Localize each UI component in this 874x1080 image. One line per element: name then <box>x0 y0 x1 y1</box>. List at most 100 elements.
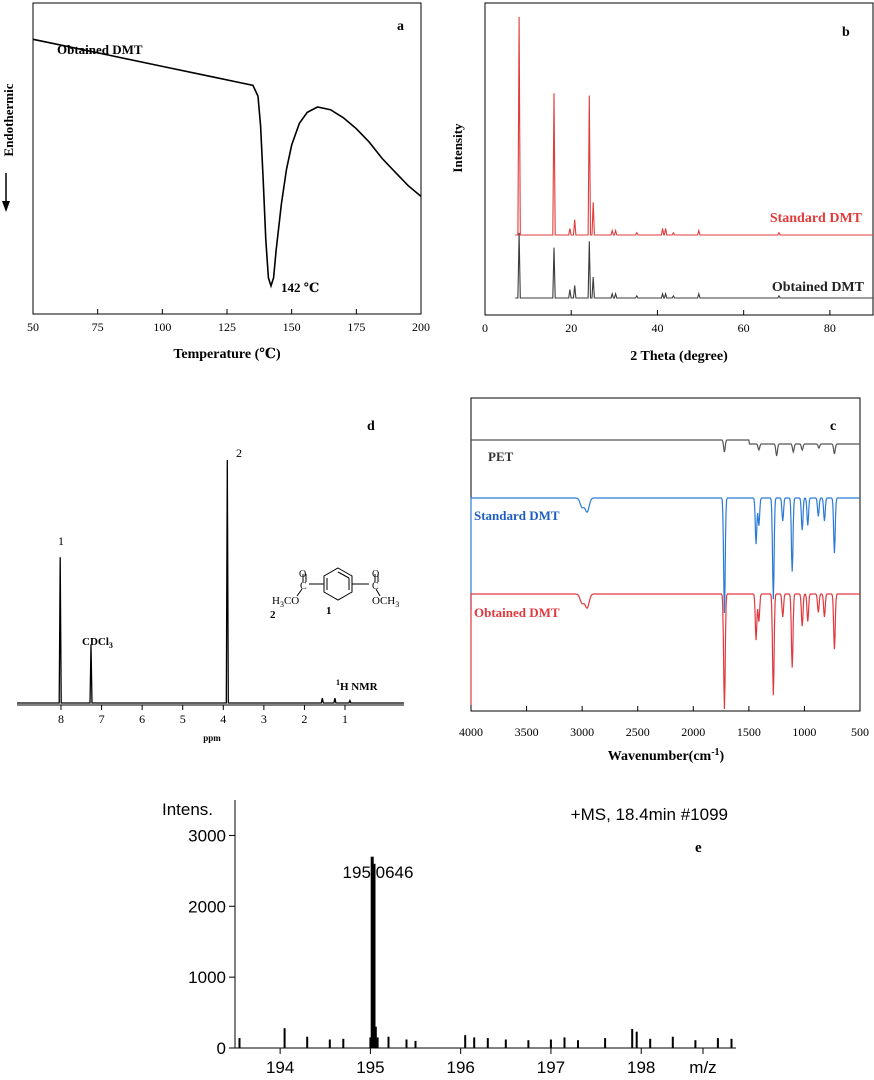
nmr-x-tick-label: 5 <box>180 712 186 726</box>
ftir-obtained-label: Obtained DMT <box>474 605 560 620</box>
dsc-panel-letter: a <box>397 19 404 34</box>
ms-peak-bar <box>649 1038 652 1048</box>
ms-x-tick-label: 198 <box>627 1058 655 1077</box>
nmr-x-tick-label: 1 <box>342 712 348 726</box>
dmt-label-1: 1 <box>326 605 332 617</box>
dsc-x-tick-label: 200 <box>412 320 430 334</box>
ms-peak-bar <box>387 1036 390 1048</box>
dsc-x-tick-label: 100 <box>153 320 171 334</box>
ms-peak-bar <box>376 1037 379 1048</box>
dsc-peak-annotation: 142 ℃ <box>281 280 319 295</box>
ms-x-tick-label: 195 <box>356 1058 384 1077</box>
ms-peak-bar <box>527 1040 530 1048</box>
ms-peak-bar <box>342 1038 345 1048</box>
ms-peak-bar <box>504 1039 507 1048</box>
ms-y-tick-label: 2000 <box>188 897 226 916</box>
ms-peak-bar <box>473 1037 476 1048</box>
dmt-left-methoxy: H3CO <box>272 595 299 609</box>
ftir-panel-letter: c <box>830 419 836 434</box>
ms-x-tick-label: 194 <box>266 1058 294 1077</box>
xrd-standard-series <box>515 16 873 236</box>
xrd-x-tick-label: 60 <box>738 321 750 335</box>
dsc-y-axis-label: Endothermic <box>1 83 16 156</box>
ms-peak-bar <box>563 1037 566 1048</box>
nmr-x-tick-label: 2 <box>301 712 307 726</box>
xrd-obtained-series <box>515 232 873 299</box>
xrd-x-tick-label: 80 <box>824 321 836 335</box>
ms-peak-annotation: 195.0646 <box>343 863 414 882</box>
ms-acquisition-label: +MS, 18.4min #1099 <box>571 805 728 824</box>
dmt-oxygen-left: O <box>299 569 306 580</box>
xrd-plot-frame <box>484 2 874 316</box>
ms-y-tick-label: 1000 <box>188 968 226 987</box>
xrd-obtained-label: Obtained DMT <box>772 280 865 295</box>
ftir-obtained-series <box>470 593 860 710</box>
ftir-pet-label: PET <box>488 449 514 464</box>
ms-peak-bar <box>716 1038 719 1048</box>
ms-peak-bar <box>486 1038 489 1048</box>
ftir-x-tick-label: 1000 <box>792 725 816 739</box>
nmr-x-tick-label: 7 <box>99 712 105 726</box>
ms-y-tick-label: 3000 <box>188 826 226 845</box>
ms-peak-bar <box>238 1038 241 1048</box>
xrd-standard-label: Standard DMT <box>770 211 863 226</box>
ftir-x-tick-label: 500 <box>851 725 869 739</box>
ms-peak-bar <box>414 1040 417 1048</box>
endothermic-arrowhead-icon <box>2 201 10 212</box>
dsc-x-tick-label: 175 <box>347 320 365 334</box>
ms-peak-bar <box>549 1039 552 1048</box>
ms-peak-bar <box>671 1036 674 1048</box>
nmr-x-tick-label: 8 <box>58 712 64 726</box>
dsc-x-axis-label: Temperature (℃) <box>173 347 281 362</box>
dmt-label-2: 2 <box>270 609 276 621</box>
dmt-oxygen-right: O <box>372 569 379 580</box>
ms-y-axis-label: Intens. <box>162 800 213 819</box>
nmr-peak-label-2: 2 <box>236 446 242 460</box>
nmr-solvent-label: CDCl3 <box>82 636 113 650</box>
ftir-standard-label: Standard DMT <box>474 508 560 523</box>
ms-peak-bar <box>635 1031 638 1048</box>
xrd-y-axis-label: Intensity <box>450 123 465 173</box>
ms-x-tick-label: m/z <box>689 1058 716 1077</box>
ms-peak-bar <box>694 1040 697 1048</box>
ftir-plot-frame <box>470 397 861 712</box>
ftir-x-tick-label: 3500 <box>515 725 539 739</box>
xrd-x-tick-label: 20 <box>565 321 577 335</box>
ftir-standard-series <box>470 497 860 614</box>
ms-peak-bar <box>604 1038 607 1048</box>
nmr-x-tick-label: 3 <box>261 712 267 726</box>
nmr-x-axis-label: ppm <box>203 733 221 743</box>
ms-peak-bar <box>577 1040 579 1048</box>
nmr-method-label: 1H NMR <box>336 678 379 693</box>
dmt-carbon-right: C <box>372 581 379 592</box>
ms-panel-letter: e <box>695 840 702 856</box>
nmr-x-tick-label: 4 <box>220 712 226 726</box>
ms-peak-bar <box>372 863 376 1048</box>
ftir-x-tick-label: 3000 <box>570 725 594 739</box>
ms-peak-bar <box>730 1038 733 1048</box>
nmr-spectrum <box>17 459 404 704</box>
dmt-structure-icon <box>296 567 381 601</box>
xrd-x-tick-label: 0 <box>482 321 488 335</box>
ms-x-tick-label: 196 <box>446 1058 474 1077</box>
ms-y-tick-label: 0 <box>217 1039 226 1058</box>
dsc-x-tick-label: 75 <box>92 320 104 334</box>
ftir-x-axis-label: Wavenumber(cm-1) <box>608 747 725 764</box>
dsc-x-tick-label: 150 <box>283 320 301 334</box>
dmt-carbon-left: C <box>300 581 307 592</box>
ms-peak-bar <box>374 1026 377 1048</box>
xrd-panel-letter: b <box>842 25 850 40</box>
dsc-x-tick-label: 125 <box>218 320 236 334</box>
nmr-x-tick-label: 6 <box>139 712 145 726</box>
ms-peak-bar <box>369 1037 372 1048</box>
nmr-peak-label-1: 1 <box>58 534 64 548</box>
ftir-x-tick-label: 1500 <box>737 725 761 739</box>
ms-x-tick-label: 197 <box>537 1058 565 1077</box>
dsc-curve <box>32 38 422 289</box>
ms-peak-bar <box>306 1036 309 1048</box>
ms-peak-bar <box>283 1028 286 1048</box>
dsc-series-label: Obtained DMT <box>57 42 143 57</box>
ms-peak-bar <box>464 1035 467 1048</box>
dmt-right-methoxy: OCH3 <box>372 595 399 609</box>
